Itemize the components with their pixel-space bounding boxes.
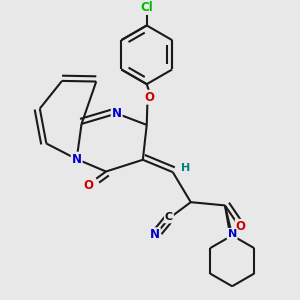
Text: O: O	[144, 91, 154, 104]
Text: N: N	[227, 229, 237, 239]
Text: N: N	[150, 228, 160, 241]
Text: Cl: Cl	[140, 1, 153, 14]
Text: H: H	[181, 163, 190, 173]
Text: C: C	[165, 212, 173, 223]
Text: N: N	[112, 107, 122, 120]
Text: O: O	[236, 220, 246, 233]
Text: O: O	[83, 179, 93, 192]
Text: N: N	[72, 153, 82, 166]
